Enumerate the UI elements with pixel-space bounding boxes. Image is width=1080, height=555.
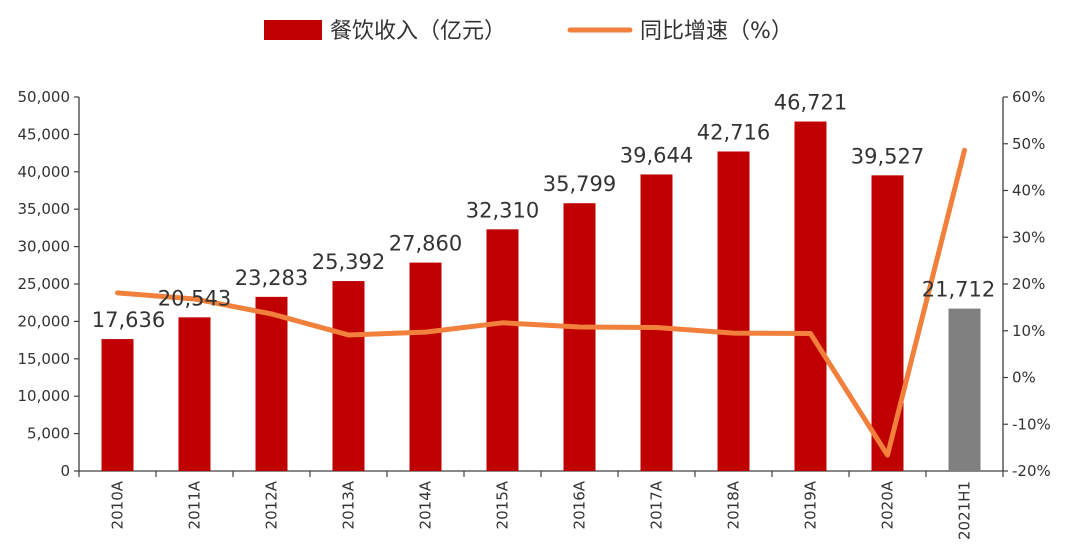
revenue-bar bbox=[332, 281, 365, 471]
bar-value-label: 23,283 bbox=[235, 266, 308, 290]
bars bbox=[101, 121, 981, 471]
left-axis-tick-label: 45,000 bbox=[18, 125, 71, 143]
left-axis-tick-label: 50,000 bbox=[18, 88, 71, 106]
revenue-bar bbox=[178, 317, 211, 471]
revenue-bar bbox=[101, 339, 134, 471]
x-axis-tick-label: 2021H1 bbox=[956, 481, 974, 540]
right-axis-tick-label: 40% bbox=[1012, 182, 1045, 200]
left-axis-tick-label: 20,000 bbox=[18, 312, 71, 330]
x-axis-tick-label: 2016A bbox=[571, 480, 589, 529]
left-axis-tick-label: 10,000 bbox=[18, 387, 71, 405]
bar-value-label: 21,712 bbox=[922, 278, 995, 302]
left-axis-tick-label: 25,000 bbox=[18, 275, 71, 293]
right-axis-tick-label: 50% bbox=[1012, 135, 1045, 153]
left-axis-tick-label: 35,000 bbox=[18, 200, 71, 218]
revenue-bar bbox=[794, 121, 827, 471]
legend: 餐饮收入（亿元） 同比增速（%） bbox=[264, 19, 793, 44]
revenue-bar bbox=[948, 308, 981, 471]
x-axis-tick-label: 2011A bbox=[186, 480, 204, 529]
right-axis-tick-label: -10% bbox=[1012, 415, 1051, 433]
growth-line bbox=[115, 147, 967, 458]
bar-value-label: 17,636 bbox=[92, 308, 165, 332]
x-axis-tick-label: 2019A bbox=[802, 480, 820, 529]
revenue-bar bbox=[255, 296, 288, 471]
legend-swatch-revenue bbox=[264, 20, 322, 40]
x-axis-tick-label: 2018A bbox=[725, 480, 743, 529]
x-axis-tick-label: 2017A bbox=[648, 480, 666, 529]
revenue-bar bbox=[717, 151, 750, 471]
left-axis-tick-label: 0 bbox=[60, 462, 70, 480]
bar-value-label: 35,799 bbox=[543, 172, 616, 196]
axes: 0 5,000 10,000 15,000 20,000 25,000 30,000 35,0… bbox=[18, 88, 1051, 540]
left-axis-tick-label: 30,000 bbox=[18, 238, 71, 256]
revenue-bar bbox=[563, 203, 596, 471]
growth-line-layer bbox=[115, 147, 967, 458]
x-axis-tick-label: 2013A bbox=[340, 480, 358, 529]
revenue-bar bbox=[640, 174, 673, 471]
bar-value-label: 32,310 bbox=[466, 198, 539, 222]
x-axis-tick-label: 2014A bbox=[417, 480, 435, 529]
left-axis-tick-label: 40,000 bbox=[18, 163, 71, 181]
bar-value-label: 27,860 bbox=[389, 232, 462, 256]
bar-value-label: 39,527 bbox=[851, 144, 924, 168]
bar-value-label: 20,543 bbox=[158, 286, 231, 310]
x-axis-tick-label: 2010A bbox=[109, 480, 127, 529]
legend-label-revenue: 餐饮收入（亿元） bbox=[330, 19, 506, 44]
right-axis-tick-label: 10% bbox=[1012, 322, 1045, 340]
revenue-bar bbox=[486, 229, 519, 471]
bar-value-label: 39,644 bbox=[620, 143, 693, 167]
data-labels: 17,63620,54323,28325,39227,86032,31035,7… bbox=[92, 91, 995, 333]
left-axis-tick-label: 15,000 bbox=[18, 350, 71, 368]
x-axis-tick-label: 2020A bbox=[879, 480, 897, 529]
bar-value-label: 25,392 bbox=[312, 250, 385, 274]
legend-label-growth: 同比增速（%） bbox=[640, 19, 793, 44]
revenue-bar bbox=[871, 175, 904, 471]
x-axis-tick-label: 2012A bbox=[263, 480, 281, 529]
right-axis-tick-label: -20% bbox=[1012, 462, 1051, 480]
right-axis-tick-label: 60% bbox=[1012, 88, 1045, 106]
revenue-bar bbox=[409, 262, 442, 471]
bar-value-label: 46,721 bbox=[774, 91, 847, 115]
bar-value-label: 42,716 bbox=[697, 120, 770, 144]
right-axis-tick-label: 20% bbox=[1012, 275, 1045, 293]
left-axis-tick-label: 5,000 bbox=[27, 425, 70, 443]
x-axis-tick-label: 2015A bbox=[494, 480, 512, 529]
right-axis-tick-label: 0% bbox=[1012, 369, 1036, 387]
right-axis-tick-label: 30% bbox=[1012, 228, 1045, 246]
